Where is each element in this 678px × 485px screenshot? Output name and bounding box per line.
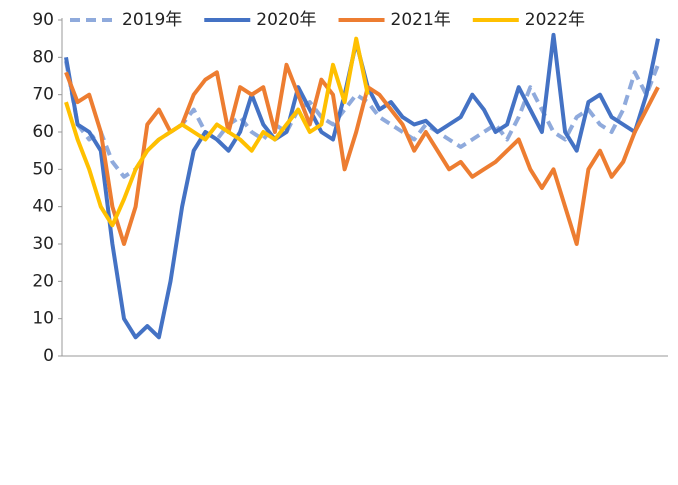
legend-label: 2019年	[122, 10, 182, 30]
y-tick-label: 40	[32, 197, 54, 217]
y-tick-label: 70	[32, 85, 54, 105]
series-line	[64, 62, 660, 246]
series-line	[64, 36, 370, 228]
legend-label: 2022年	[525, 10, 585, 30]
series-line	[64, 32, 660, 340]
y-tick-label: 90	[32, 10, 54, 30]
y-tick-label: 20	[32, 271, 54, 291]
legend-label: 2021年	[391, 10, 451, 30]
y-tick-label: 50	[32, 159, 54, 179]
series-line	[64, 60, 660, 179]
y-tick-label: 80	[32, 47, 54, 67]
y-tick-label: 60	[32, 122, 54, 142]
y-tick-label: 0	[43, 346, 54, 366]
y-tick-label: 10	[32, 309, 54, 329]
y-tick-label: 30	[32, 234, 54, 254]
legend-label: 2020年	[256, 10, 316, 30]
